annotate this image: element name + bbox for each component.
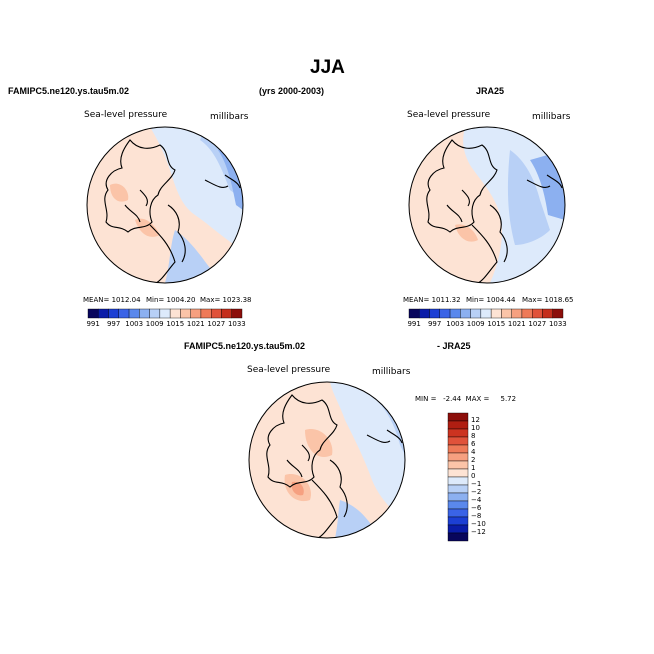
diff-colorbar-tick: −8 (471, 512, 482, 520)
model-colorbar (87, 308, 243, 319)
model-colorbar-tick: 1015 (166, 320, 185, 328)
diff-colorbar-tick: 10 (471, 424, 480, 432)
diff-colorbar-tick: 0 (471, 472, 476, 480)
obs-units-label: millibars (532, 112, 571, 122)
obs-colorbar-tick: 1033 (548, 320, 567, 328)
model-mean: MEAN= 1012.04 (83, 296, 141, 304)
diff-colorbar-tick: −1 (471, 480, 482, 488)
model-variable-label: Sea-level pressure (84, 110, 168, 120)
model-colorbar-tick: 1009 (145, 320, 164, 328)
obs-case-label: JRA25 (476, 86, 505, 96)
obs-colorbar (408, 308, 564, 319)
model-colorbar-tick: 1003 (125, 320, 144, 328)
years-label: (yrs 2000-2003) (259, 86, 325, 96)
diff-colorbar-tick: 6 (471, 440, 476, 448)
model-colorbar-tick: 991 (86, 320, 100, 328)
model-colorbar-tick: 1021 (186, 320, 205, 328)
obs-coastlines (426, 139, 563, 283)
obs-max: Max= 1018.65 (522, 296, 574, 304)
obs-colorbar-tick: 997 (427, 320, 442, 328)
figure-title: JJA (310, 57, 345, 78)
diff-colorbar-tick: 2 (471, 456, 476, 464)
model-colorbar-swatch (231, 308, 243, 319)
diff-minmax: MIN = -2.44 MAX = 5.72 (415, 395, 517, 403)
model-colorbar-tick: 1033 (227, 320, 246, 328)
obs-colorbar-tick: 991 (407, 320, 421, 328)
diff-minus-label: - JRA25 (437, 341, 471, 351)
model-colorbar-tick: 997 (106, 320, 121, 328)
model-min: Min= 1004.20 (146, 296, 196, 304)
model-coastlines (104, 139, 241, 283)
model-colorbar-tick: 1027 (207, 320, 226, 328)
diff-colorbar-tick: −6 (471, 504, 482, 512)
model-map-border (86, 126, 244, 284)
model-units-label: millibars (210, 112, 249, 122)
obs-variable-label: Sea-level pressure (407, 110, 491, 120)
diff-colorbar-tick: −2 (471, 488, 482, 496)
obs-mean: MEAN= 1011.32 (403, 296, 461, 304)
diff-colorbar-tick: −10 (471, 520, 486, 528)
diff-colorbar-tick: −12 (471, 528, 486, 536)
diff-colorbar-tick: 12 (471, 416, 480, 424)
obs-colorbar-tick: 1003 (446, 320, 465, 328)
diff-colorbar (447, 412, 469, 542)
diff-case-label: FAMIPC5.ne120.ys.tau5m.02 (184, 341, 306, 351)
diff-colorbar-tick: 4 (471, 448, 476, 456)
obs-colorbar-tick: 1015 (487, 320, 506, 328)
diff-variable-label: Sea-level pressure (247, 365, 331, 375)
diff-map-border (248, 381, 406, 539)
diff-colorbar-tick: −4 (471, 496, 482, 504)
diff-colorbar-swatch (447, 532, 469, 542)
diff-coastlines (266, 394, 403, 538)
obs-colorbar-tick: 1027 (528, 320, 547, 328)
obs-colorbar-tick: 1009 (466, 320, 485, 328)
obs-colorbar-tick: 1021 (507, 320, 526, 328)
model-case-label: FAMIPC5.ne120.ys.tau5m.02 (8, 86, 130, 96)
obs-map-border (408, 126, 566, 284)
diff-colorbar-tick: 1 (471, 464, 476, 472)
diff-colorbar-tick: 8 (471, 432, 476, 440)
obs-colorbar-swatch (552, 308, 564, 319)
obs-min: Min= 1004.44 (466, 296, 516, 304)
obs-field (409, 127, 565, 283)
diff-units-label: millibars (372, 367, 411, 377)
model-max: Max= 1023.38 (200, 296, 252, 304)
